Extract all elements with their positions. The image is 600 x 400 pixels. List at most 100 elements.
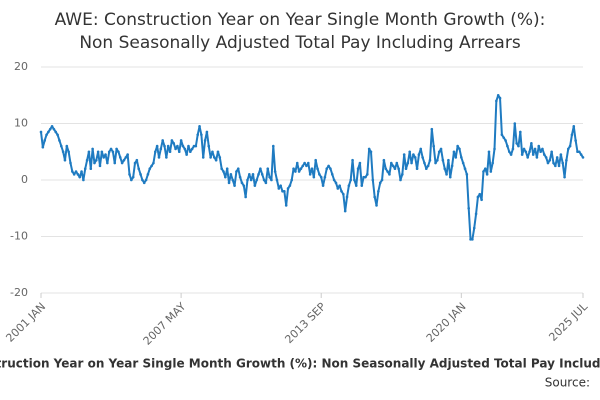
data-point (122, 158, 126, 162)
data-point (384, 167, 388, 170)
data-point (410, 161, 413, 165)
data-point (559, 153, 563, 156)
data-point (389, 161, 393, 165)
data-point (316, 167, 319, 170)
data-point (65, 144, 69, 148)
data-point (281, 190, 284, 193)
data-point (166, 144, 170, 148)
data-point (541, 147, 544, 151)
data-point (152, 161, 155, 165)
data-point (76, 173, 80, 176)
data-point (231, 178, 235, 182)
data-point (548, 158, 552, 162)
data-point (465, 173, 469, 176)
data-point (377, 190, 380, 193)
data-point (546, 161, 550, 165)
data-point (244, 195, 247, 199)
data-point (524, 150, 528, 154)
data-point (72, 173, 76, 176)
data-point (310, 167, 314, 170)
data-point (340, 190, 343, 193)
data-point (106, 161, 109, 165)
y-tick-label: -20 (10, 286, 28, 299)
data-point (131, 175, 135, 179)
data-point (168, 150, 172, 154)
data-point (417, 153, 421, 156)
data-point (354, 184, 358, 187)
data-point (189, 150, 192, 154)
data-point (463, 167, 467, 170)
data-point (286, 187, 290, 190)
data-point (393, 167, 397, 170)
data-point (445, 173, 448, 176)
data-point (471, 238, 474, 241)
data-point (155, 144, 159, 148)
data-point (452, 150, 456, 154)
data-point (461, 161, 465, 165)
data-point (568, 144, 572, 148)
data-point (165, 156, 168, 159)
data-point (533, 147, 537, 151)
data-point (111, 150, 115, 154)
data-point (279, 184, 282, 187)
data-point (423, 161, 426, 165)
y-tick-label: -10 (10, 230, 28, 243)
data-point (408, 150, 412, 154)
data-point (301, 164, 305, 168)
data-point (141, 178, 144, 182)
data-point (480, 198, 483, 202)
data-point (561, 161, 565, 165)
data-point (130, 178, 133, 182)
data-point (58, 139, 61, 142)
x-tick-label: 2025 JUL (546, 299, 590, 343)
data-point (506, 144, 509, 148)
data-point (476, 195, 480, 199)
data-point (460, 156, 463, 159)
data-point (373, 195, 376, 199)
data-point (128, 173, 131, 176)
data-point (485, 173, 489, 176)
data-point (327, 164, 330, 168)
data-point (146, 173, 150, 176)
data-point (192, 144, 196, 148)
data-point (528, 150, 531, 154)
data-point (330, 173, 334, 176)
x-tick-label: 2013 SEP (282, 300, 328, 346)
data-point (104, 153, 107, 156)
data-point (225, 167, 229, 170)
data-point (176, 144, 179, 148)
data-point (102, 156, 105, 159)
data-point (323, 175, 327, 179)
data-point (456, 144, 459, 148)
data-point (472, 226, 476, 230)
data-point (201, 156, 205, 159)
data-point (482, 170, 485, 173)
data-point (364, 175, 367, 179)
data-point (257, 173, 260, 176)
data-point (61, 150, 65, 154)
data-point (507, 150, 511, 154)
data-point (80, 170, 83, 173)
data-point (362, 175, 365, 179)
data-point (478, 192, 482, 196)
data-point (380, 178, 384, 182)
data-point (557, 164, 561, 168)
data-point (550, 150, 553, 154)
data-point (581, 156, 585, 159)
data-point (386, 170, 389, 173)
data-point (375, 204, 378, 207)
data-point (436, 158, 439, 162)
data-point (85, 158, 89, 162)
data-point (259, 167, 262, 170)
data-point (93, 161, 96, 165)
data-point (421, 156, 424, 159)
data-point (349, 178, 353, 182)
data-point (268, 175, 271, 179)
data-point (307, 161, 310, 165)
data-point (338, 184, 341, 187)
data-point (391, 164, 395, 168)
data-point (89, 167, 93, 170)
data-point (229, 173, 233, 176)
data-point (297, 170, 301, 173)
data-point (493, 147, 496, 151)
